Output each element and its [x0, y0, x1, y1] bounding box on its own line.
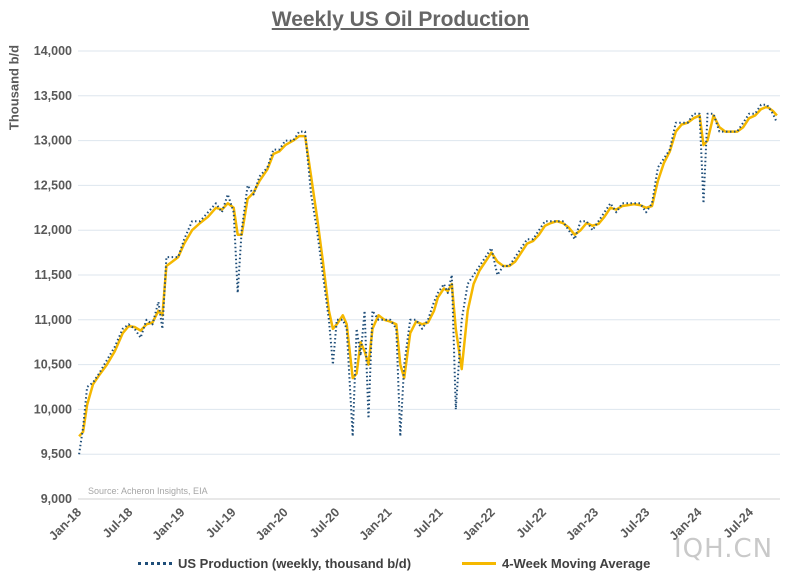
y-tick-label: 11,000 — [34, 313, 72, 327]
x-tick-label: Jul-19 — [203, 505, 238, 540]
y-tick-label: 10,500 — [34, 358, 72, 372]
legend-item-moving-average: 4-Week Moving Average — [462, 556, 650, 571]
x-tick-label: Jul-18 — [100, 505, 135, 540]
x-axis-ticks: Jan-18 Jul-18 Jan-19 Jul-19 Jan-20 Jul-20 Jan-… — [46, 505, 756, 543]
y-tick-label: 13,000 — [34, 134, 72, 148]
legend-label-moving-average: 4-Week Moving Average — [502, 556, 651, 571]
series-lines — [78, 103, 778, 455]
x-tick-label: Jul-22 — [514, 505, 549, 540]
x-tick-label: Jan-20 — [253, 505, 291, 543]
gridlines — [78, 50, 780, 500]
y-tick-label: 10,000 — [34, 402, 72, 416]
x-tick-label: Jan-18 — [46, 505, 84, 543]
legend-item-weekly: US Production (weekly, thousand b/d) — [138, 556, 411, 571]
y-tick-label: 9,500 — [41, 447, 72, 461]
chart-title: Weekly US Oil Production — [271, 8, 530, 31]
y-tick-label: 14,000 — [34, 44, 72, 58]
x-tick-label: Jan-22 — [460, 505, 498, 543]
y-tick-label: 9,000 — [41, 492, 72, 506]
legend-swatch-dotted — [138, 562, 172, 565]
x-tick-label: Jul-23 — [617, 505, 652, 540]
legend-swatch-solid — [462, 562, 496, 565]
x-tick-label: Jul-21 — [410, 505, 445, 540]
watermark-logo: IQH.CN — [674, 534, 774, 564]
y-tick-label: 12,500 — [34, 178, 72, 192]
series-line-weekly — [78, 103, 778, 455]
source-note: Source: Acheron Insights, EIA — [88, 486, 208, 496]
y-tick-label: 11,500 — [34, 268, 72, 282]
x-tick-label: Jan-21 — [357, 505, 395, 543]
y-tick-label: 13,500 — [34, 89, 72, 103]
y-axis-ticks: 9,000 9,500 10,000 10,500 11,000 11,500 12,000… — [34, 44, 72, 506]
x-tick-label: Jul-20 — [307, 505, 342, 540]
y-tick-label: 12,000 — [34, 223, 72, 237]
legend-label-weekly: US Production (weekly, thousand b/d) — [178, 556, 412, 571]
x-tick-label: Jan-23 — [563, 505, 601, 543]
x-tick-label: Jan-19 — [150, 505, 188, 543]
series-line-moving-average — [78, 105, 778, 438]
